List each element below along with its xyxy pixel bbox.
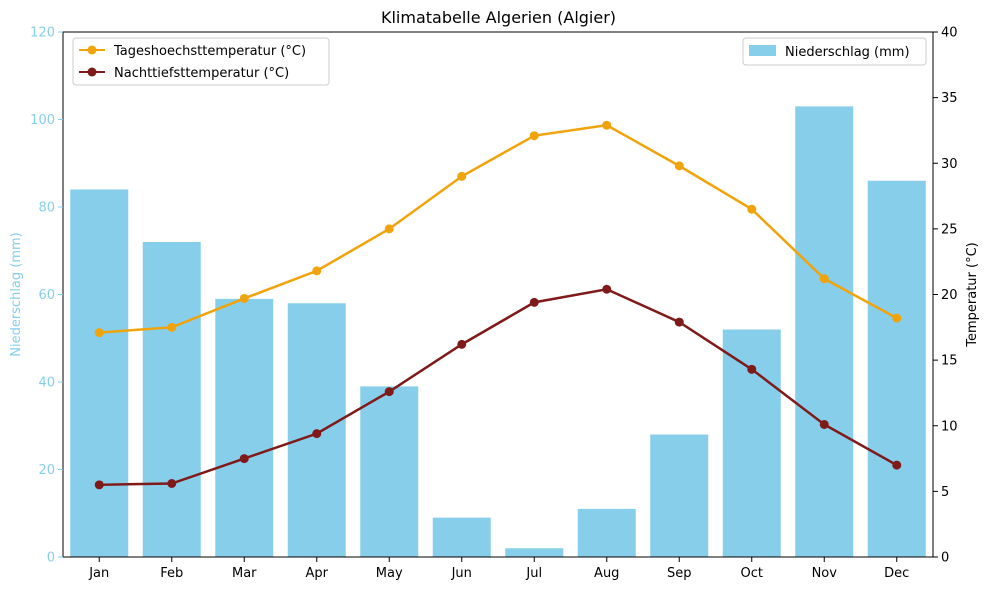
point-series-0-may — [384, 224, 394, 234]
x-tick-label-aug: Aug — [594, 566, 619, 581]
legend-precipitation: Niederschlag (mm) — [742, 37, 927, 66]
y-right-tick-label-35: 35 — [941, 91, 958, 106]
point-series-1-feb — [167, 479, 177, 488]
legend-precipitation-box — [742, 37, 927, 66]
y-axis-right: 0 5 10 15 20 25 30 35 40 — [933, 26, 958, 566]
temperature-lines — [94, 120, 902, 490]
y-right-tick-label-0: 0 — [941, 551, 949, 566]
y-left-tick-label-80: 80 — [38, 201, 55, 216]
legend-precipitation-label: Niederschlag (mm) — [785, 45, 910, 60]
point-series-0-jul — [529, 131, 539, 141]
bar-jan — [70, 189, 129, 557]
legend-temperature-box — [72, 37, 330, 86]
point-series-1-aug — [602, 284, 612, 294]
x-tick-label-dec: Dec — [884, 566, 909, 581]
y-right-tick-label-40: 40 — [941, 26, 958, 41]
bar-jul — [505, 548, 564, 557]
x-tick-label-feb: Feb — [160, 566, 183, 581]
x-axis: Jan Feb Mar Apr May Jun Jul Aug Sep Oct Nov Dec — [88, 557, 909, 581]
x-tick-label-may: May — [376, 566, 403, 581]
point-series-1-sep — [674, 317, 684, 327]
x-tick-label-jan: Jan — [88, 566, 109, 581]
y-left-tick-label-100: 100 — [30, 113, 55, 128]
y-axis-left-label: Niederschlag (mm) — [9, 232, 24, 357]
point-series-1-jun — [457, 339, 467, 349]
point-series-0-sep — [674, 161, 684, 171]
bar-jun — [432, 517, 491, 557]
y-axis-left: 0 20 40 60 80 100 120 — [30, 26, 63, 566]
point-series-0-aug — [602, 120, 612, 130]
point-series-0-apr — [312, 266, 322, 276]
point-series-0-nov — [819, 274, 829, 284]
bar-may — [360, 386, 419, 557]
x-tick-label-mar: Mar — [232, 566, 257, 581]
x-tick-label-jun: Jun — [451, 566, 472, 581]
legend-max-temp-label: Tageshoechsttemperatur (°C) — [113, 44, 306, 59]
bar-mar — [215, 298, 274, 557]
legend-min-temp-label: Nachttiefsttemperatur (°C) — [114, 66, 289, 81]
line-series-0 — [99, 123, 898, 334]
y-right-tick-label-15: 15 — [941, 354, 958, 369]
y-left-tick-label-20: 20 — [38, 463, 55, 478]
x-tick-label-jul: Jul — [525, 566, 542, 581]
y-right-tick-label-5: 5 — [941, 485, 949, 500]
y-left-tick-label-120: 120 — [30, 26, 55, 41]
point-series-1-dec — [892, 460, 902, 470]
y-axis-right-label: Temperatur (°C) — [965, 242, 980, 348]
y-right-tick-label-20: 20 — [941, 288, 958, 303]
x-tick-label-apr: Apr — [306, 566, 329, 581]
x-tick-label-sep: Sep — [667, 566, 692, 581]
point-series-0-jun — [457, 171, 467, 181]
x-tick-label-oct: Oct — [741, 566, 763, 581]
y-right-tick-label-25: 25 — [941, 222, 958, 237]
point-series-0-feb — [167, 322, 177, 332]
point-series-0-mar — [239, 293, 249, 303]
point-series-1-jan — [94, 480, 104, 490]
legend-max-temp-marker — [87, 45, 97, 55]
point-series-0-jan — [94, 328, 104, 338]
point-series-1-may — [384, 387, 394, 397]
y-left-tick-label-60: 60 — [38, 288, 55, 303]
point-series-1-apr — [312, 429, 322, 439]
y-left-tick-label-0: 0 — [47, 551, 55, 566]
bar-nov — [795, 106, 854, 557]
point-series-1-jul — [529, 297, 539, 307]
point-series-1-nov — [819, 419, 829, 429]
bar-dec — [867, 180, 926, 557]
y-left-tick-label-40: 40 — [38, 376, 55, 391]
line-series-1 — [99, 287, 898, 487]
legend-temperature: Tageshoechsttemperatur (°C) Nachttiefstt… — [72, 37, 330, 86]
point-series-1-oct — [747, 364, 757, 374]
chart-title: Klimatabelle Algerien (Algier) — [381, 8, 616, 27]
point-series-1-mar — [239, 454, 249, 464]
bar-feb — [142, 242, 201, 557]
legend-min-temp-marker — [87, 67, 97, 77]
point-series-0-dec — [892, 313, 902, 323]
y-right-tick-label-10: 10 — [941, 419, 958, 434]
bar-oct — [722, 329, 781, 557]
y-right-tick-label-30: 30 — [941, 157, 958, 172]
bar-aug — [577, 508, 636, 557]
legend-precipitation-swatch — [749, 45, 776, 56]
bar-sep — [650, 434, 709, 557]
x-tick-label-nov: Nov — [812, 566, 838, 581]
point-series-0-oct — [747, 204, 757, 214]
